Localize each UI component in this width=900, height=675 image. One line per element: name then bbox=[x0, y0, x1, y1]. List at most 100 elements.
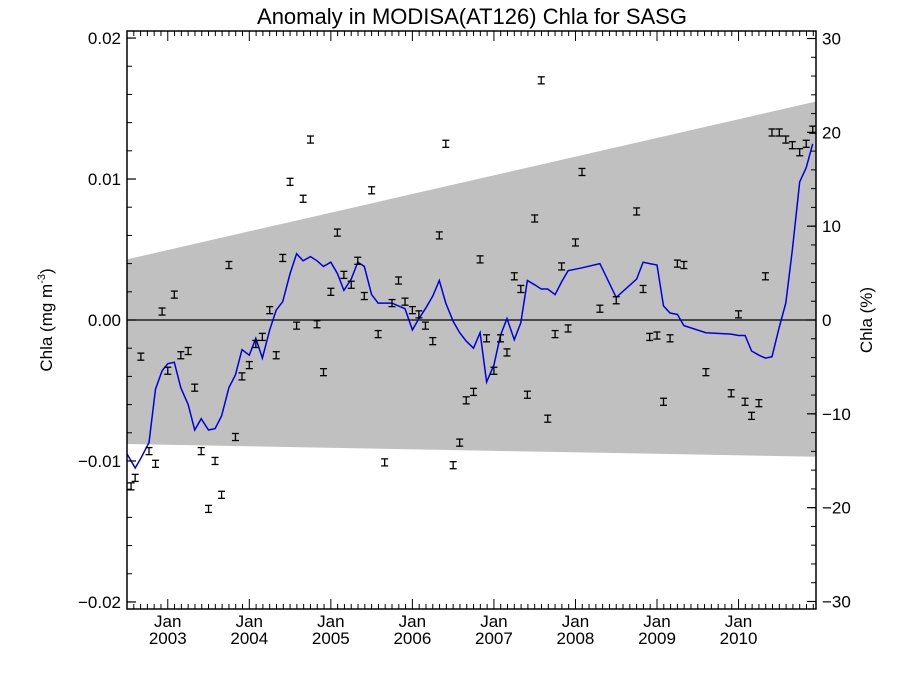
error-bar-point bbox=[796, 148, 804, 157]
error-bar-point bbox=[381, 458, 389, 467]
error-bar-point bbox=[429, 336, 437, 346]
y-right-tick-label: −20 bbox=[822, 499, 851, 518]
x-tick-month-label: Jan bbox=[154, 612, 181, 631]
error-bar-point bbox=[170, 290, 178, 299]
error-bar-point bbox=[354, 256, 362, 265]
error-bar-point bbox=[523, 390, 531, 399]
y-left-tick-label: −0.02 bbox=[78, 593, 121, 612]
error-bar-point bbox=[374, 329, 382, 339]
error-bar-point bbox=[653, 331, 661, 340]
error-bar-point bbox=[735, 310, 743, 319]
error-bar-point bbox=[503, 348, 511, 357]
error-bar-point bbox=[218, 490, 226, 499]
error-bar-point bbox=[184, 346, 192, 356]
y-left-tick-label: 0.00 bbox=[88, 311, 121, 330]
y-right-tick-label: 0 bbox=[822, 311, 831, 330]
error-bar-point bbox=[741, 397, 749, 406]
error-bar-point bbox=[286, 177, 294, 187]
y-right-tick-label: −10 bbox=[822, 405, 851, 424]
y-left-tick-label: 0.01 bbox=[88, 170, 121, 189]
error-bar-point bbox=[191, 383, 199, 392]
x-tick-month-label: Jan bbox=[480, 612, 507, 631]
error-bar-point bbox=[145, 446, 153, 456]
error-bar-point bbox=[327, 287, 335, 296]
error-bar-point bbox=[775, 128, 783, 137]
error-bar-point bbox=[252, 339, 260, 349]
error-bar-point bbox=[680, 260, 688, 270]
y-left-tick-label: −0.01 bbox=[78, 452, 121, 471]
error-bar-point bbox=[612, 296, 620, 305]
error-bar-point bbox=[435, 231, 443, 240]
error-bar-point bbox=[544, 414, 552, 423]
y-axis-right-label: Chla (%) bbox=[857, 287, 876, 353]
error-bar-point bbox=[483, 334, 491, 343]
error-bar-point bbox=[449, 461, 457, 470]
error-bar-point bbox=[646, 332, 654, 342]
y-right-tick-label: 20 bbox=[822, 123, 841, 142]
x-tick-year-label: 2004 bbox=[230, 629, 268, 648]
y-left-tick-label: 0.02 bbox=[88, 29, 121, 48]
error-bar-point bbox=[293, 321, 301, 330]
error-bar-point bbox=[564, 324, 572, 333]
error-bar-point bbox=[761, 272, 769, 281]
x-tick-month-label: Jan bbox=[725, 612, 752, 631]
error-bar-point bbox=[388, 298, 396, 308]
error-bar-point bbox=[333, 228, 341, 237]
error-bar-point bbox=[517, 284, 525, 294]
error-bar-point bbox=[727, 389, 735, 398]
error-bar-point bbox=[578, 167, 586, 177]
error-bar-point bbox=[490, 366, 498, 375]
error-bar-point bbox=[666, 334, 674, 343]
error-bar-point bbox=[395, 276, 403, 285]
error-bar-point bbox=[755, 399, 763, 408]
x-tick-month-label: Jan bbox=[562, 612, 589, 631]
error-bar-point bbox=[279, 253, 287, 263]
confidence-band bbox=[127, 101, 816, 457]
y-right-tick-label: 10 bbox=[822, 217, 841, 236]
error-bar-point bbox=[158, 307, 166, 316]
error-bar-point bbox=[476, 255, 484, 264]
error-bar-point bbox=[421, 321, 429, 330]
error-bar-point bbox=[768, 128, 776, 137]
error-bar-point bbox=[272, 351, 280, 360]
error-bar-point bbox=[415, 310, 423, 319]
error-bar-point bbox=[633, 207, 641, 216]
error-bar-point bbox=[462, 396, 470, 405]
x-tick-month-label: Jan bbox=[399, 612, 426, 631]
error-bar-point bbox=[456, 438, 464, 447]
error-bar-point bbox=[306, 135, 314, 144]
error-bar-point bbox=[401, 297, 409, 306]
error-bar-point bbox=[558, 262, 566, 271]
error-bar-point bbox=[551, 329, 559, 339]
x-tick-year-label: 2009 bbox=[638, 629, 676, 648]
error-bar-point bbox=[137, 352, 145, 361]
error-bar-point bbox=[205, 504, 213, 514]
x-tick-year-label: 2010 bbox=[720, 629, 758, 648]
error-bar-point bbox=[360, 291, 368, 301]
error-bar-point bbox=[266, 305, 274, 315]
y-right-tick-label: −30 bbox=[822, 592, 851, 611]
plot-area: 0.020.010.00−0.01−0.023020100−10−20−30Ja… bbox=[78, 29, 851, 648]
error-bar-point bbox=[782, 135, 790, 144]
error-bar-point bbox=[660, 397, 668, 406]
error-bar-point bbox=[164, 366, 172, 375]
error-bar-point bbox=[673, 259, 681, 268]
error-bar-point bbox=[177, 351, 185, 360]
x-tick-year-label: 2008 bbox=[557, 629, 595, 648]
error-bar-point bbox=[537, 76, 545, 85]
x-tick-month-label: Jan bbox=[236, 612, 263, 631]
error-bar-point bbox=[408, 305, 416, 315]
error-bar-point bbox=[320, 367, 328, 377]
error-bar-point bbox=[470, 387, 478, 397]
error-bar-point bbox=[238, 372, 246, 381]
x-tick-year-label: 2006 bbox=[393, 629, 431, 648]
y-right-tick-label: 30 bbox=[822, 30, 841, 49]
x-tick-month-label: Jan bbox=[643, 612, 670, 631]
error-bar-point bbox=[802, 139, 810, 148]
error-bar-point bbox=[442, 139, 450, 148]
error-bar-point bbox=[368, 186, 376, 195]
error-bar-point bbox=[496, 334, 504, 343]
y-axis-left-label: Chla (mg m-3) bbox=[36, 268, 56, 371]
error-bar-point bbox=[231, 432, 239, 442]
